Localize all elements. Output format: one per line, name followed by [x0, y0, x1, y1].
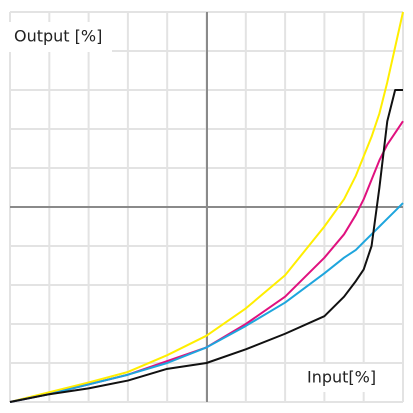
label-bg [8, 22, 112, 52]
label-bg [302, 364, 388, 392]
series-line [9, 11, 404, 403]
y-axis-label: Output [%] [14, 27, 102, 46]
series-line [9, 202, 404, 403]
series-line [9, 89, 403, 403]
x-axis-label: Input[%] [307, 368, 376, 387]
